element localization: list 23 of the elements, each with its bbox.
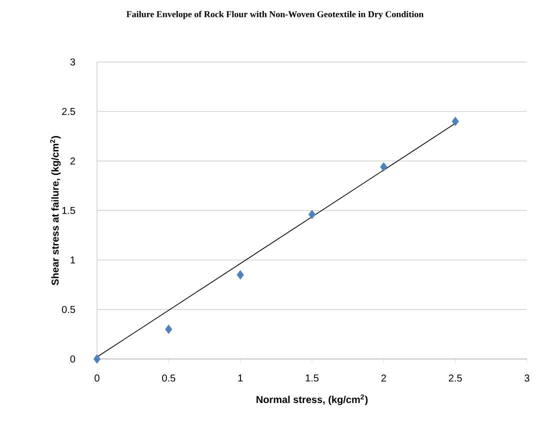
y-tick-label: 2.5 — [62, 108, 76, 116]
x-tick-label: 2.5 — [448, 374, 462, 382]
y-tick-label: 0 — [70, 355, 76, 363]
y-tick-label: 3 — [70, 58, 76, 66]
x-tick-label: 2 — [381, 374, 386, 382]
y-axis-title: Shear stress at failure, (kg/cm$^{2}$) — [50, 136, 61, 286]
x-tick-label: 0.5 — [162, 374, 176, 382]
y-tick-label: 1 — [70, 256, 75, 264]
x-tick-label: 1 — [238, 374, 243, 382]
point — [236, 270, 244, 280]
x-tick-label: 3 — [524, 374, 530, 382]
point — [308, 210, 316, 220]
point — [452, 116, 459, 126]
x-tick-label: 0 — [94, 374, 100, 382]
y-tick-label: 2 — [70, 158, 75, 164]
y-tick-label: 0.5 — [62, 306, 76, 314]
point — [93, 354, 101, 364]
point — [380, 162, 388, 172]
chart-title: Failure Envelope of Rock Flour with Non-Woven Geotextile in Dry Condition — [126, 10, 424, 20]
y-tick-label: 1.5 — [62, 206, 76, 214]
x-tick-label: 1.5 — [306, 374, 319, 382]
point — [165, 324, 172, 334]
x-axis-title: Normal stress, (kg/cm$^{2}$) — [256, 394, 368, 406]
